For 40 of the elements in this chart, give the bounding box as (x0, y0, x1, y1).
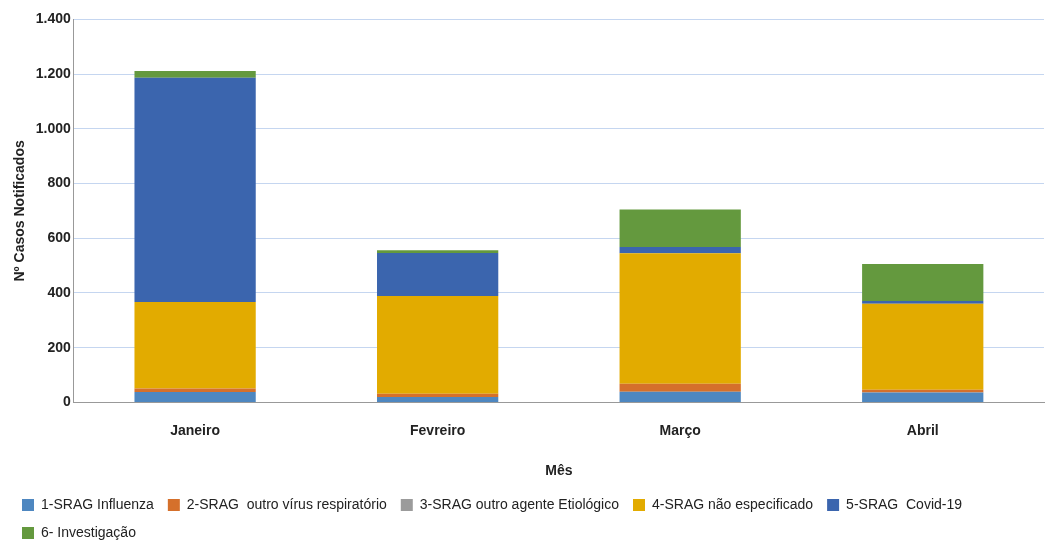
bar (862, 300, 984, 304)
x-tick-label: Abril (906, 421, 939, 438)
x-tick-label: Março (659, 421, 701, 438)
legend-label: 5-SRAG Covid-19 (846, 495, 963, 512)
bar (619, 383, 741, 392)
bar (377, 396, 499, 402)
y-tick-label: 200 (47, 338, 72, 355)
y-tick-label: 400 (47, 283, 72, 300)
legend-label: 6- Investigação (41, 523, 137, 540)
bar (134, 71, 256, 78)
bar (862, 389, 984, 393)
bar (134, 77, 256, 302)
y-tick-label: 600 (47, 229, 72, 246)
bar (134, 388, 256, 392)
legend-label: 2-SRAG outro vírus respiratório (186, 495, 388, 512)
x-axis-title: Mês (545, 462, 573, 479)
bar (134, 392, 256, 402)
bar (862, 263, 984, 301)
bar (619, 253, 741, 384)
y-tick-label: 1.400 (35, 10, 72, 27)
bar (377, 393, 499, 397)
y-tick-label: 0 (63, 393, 72, 410)
x-tick-label: Janeiro (170, 421, 221, 438)
legend-label: 1-SRAG Influenza (41, 495, 155, 512)
legend-label: 3-SRAG outro agente Etiológico (419, 495, 620, 512)
bar (134, 302, 256, 389)
x-tick-label: Fevreiro (410, 421, 466, 438)
y-tick-label: 1.000 (35, 119, 72, 136)
bar (862, 392, 984, 402)
bar (862, 303, 984, 390)
bar (619, 391, 741, 402)
bar (377, 253, 499, 296)
bar (619, 209, 741, 248)
bar (377, 295, 499, 394)
y-tick-label: 1.200 (35, 64, 72, 81)
bar (377, 250, 499, 254)
y-axis-title: Nº Casos Notificados (11, 140, 28, 282)
legend-label: 4-SRAG não especificado (652, 495, 814, 512)
y-tick-label: 800 (47, 174, 72, 191)
bar (619, 247, 741, 254)
